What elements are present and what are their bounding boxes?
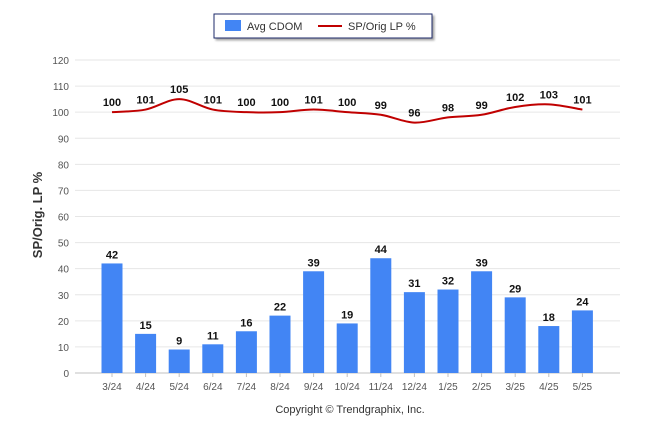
x-tick-label: 7/24	[237, 382, 257, 393]
line-value-label: 101	[204, 95, 222, 107]
x-tick-label: 2/25	[472, 382, 492, 393]
y-axis-label: SP/Orig. LP %	[30, 171, 45, 258]
bar-value-label: 29	[509, 283, 521, 295]
bar-value-label: 9	[176, 336, 182, 348]
line-value-label: 101	[136, 95, 154, 107]
bar-value-label: 24	[576, 296, 589, 308]
bar	[471, 271, 493, 373]
bar-value-label: 31	[408, 278, 420, 290]
bar	[101, 263, 123, 373]
bar-value-label: 32	[442, 276, 454, 288]
legend-label-bar: Avg CDOM	[247, 21, 302, 33]
bar	[504, 297, 526, 373]
bar-value-label: 11	[207, 330, 219, 342]
x-tick-label: 1/25	[438, 382, 458, 393]
bar	[135, 333, 157, 373]
x-tick-label: 3/25	[505, 382, 525, 393]
bar	[538, 326, 560, 373]
bar-value-label: 18	[543, 312, 555, 324]
y-tick-label: 100	[52, 108, 69, 119]
legend: Avg CDOM SP/Orig LP %	[213, 13, 433, 39]
y-tick-label: 80	[58, 160, 70, 171]
bar-value-label: 42	[106, 249, 118, 261]
bar	[303, 271, 325, 373]
bar	[336, 323, 358, 373]
bar-series	[101, 258, 593, 373]
y-axis-ticks: 0 10 20 30 40 50 60 70 80 90 100 110 120	[52, 56, 69, 380]
y-tick-label: 90	[58, 134, 70, 145]
line-value-label: 99	[475, 100, 487, 112]
grid	[75, 59, 620, 348]
x-tick-label: 4/25	[539, 382, 559, 393]
line-value-label: 100	[338, 97, 356, 109]
line-value-label: 100	[271, 97, 289, 109]
bar	[437, 289, 459, 373]
line-value-label: 103	[540, 89, 558, 101]
x-axis-ticks: 3/24 4/24 5/24 6/24 7/24 8/24 9/24 10/24 11/24 12…	[102, 373, 593, 393]
x-tick-label: 3/24	[102, 382, 122, 393]
x-tick-label: 6/24	[203, 382, 223, 393]
bar-data-labels: 42 15 9 11 16 22 39 19 44 31 32 39 29 18 24	[106, 244, 590, 347]
y-tick-label: 40	[58, 265, 70, 276]
line-value-label: 100	[237, 97, 255, 109]
y-tick-label: 0	[63, 369, 69, 380]
line-data-labels: 100 101 105 101 100 100 101 100 99 96 98 99 102 103 10…	[103, 84, 592, 119]
bar	[403, 292, 425, 373]
y-tick-label: 50	[58, 239, 70, 250]
y-tick-label: 30	[58, 291, 70, 302]
x-tick-label: 10/24	[335, 382, 360, 393]
legend-label-line: SP/Orig LP %	[348, 21, 416, 33]
line-value-label: 105	[170, 84, 188, 96]
y-tick-label: 20	[58, 317, 70, 328]
y-tick-label: 120	[52, 56, 69, 67]
line-path	[111, 98, 583, 124]
bar-value-label: 19	[341, 309, 353, 321]
y-tick-label: 10	[58, 343, 70, 354]
line-value-label: 101	[304, 95, 322, 107]
bar	[202, 344, 224, 373]
y-tick-label: 110	[53, 82, 69, 93]
bar-value-label: 22	[274, 302, 286, 314]
y-tick-label: 70	[58, 186, 70, 197]
x-tick-label: 8/24	[270, 382, 290, 393]
line-value-label: 100	[103, 97, 121, 109]
line-value-label: 99	[375, 100, 387, 112]
line-series	[111, 98, 583, 124]
x-tick-label: 9/24	[304, 382, 324, 393]
bar-value-label: 16	[240, 317, 252, 329]
bar	[269, 315, 291, 373]
copyright-text: Copyright © Trendgraphix, Inc.	[275, 404, 424, 416]
x-tick-label: 5/24	[169, 382, 189, 393]
bar-value-label: 39	[475, 257, 487, 269]
x-tick-label: 11/24	[369, 382, 394, 393]
x-tick-label: 4/24	[136, 382, 156, 393]
x-tick-label: 5/25	[573, 382, 593, 393]
legend-swatch-bar	[225, 20, 241, 31]
bar-value-label: 15	[139, 320, 151, 332]
line-value-label: 98	[442, 102, 454, 114]
bar	[571, 310, 593, 373]
line-value-label: 102	[506, 92, 524, 104]
line-value-label: 96	[408, 108, 420, 120]
bar	[370, 258, 392, 373]
bar	[168, 349, 190, 373]
y-tick-label: 60	[58, 213, 70, 224]
bar	[235, 331, 257, 373]
bar-value-label: 39	[307, 257, 319, 269]
line-value-label: 101	[573, 95, 591, 107]
x-tick-label: 12/24	[402, 382, 427, 393]
bar-value-label: 44	[375, 244, 388, 256]
